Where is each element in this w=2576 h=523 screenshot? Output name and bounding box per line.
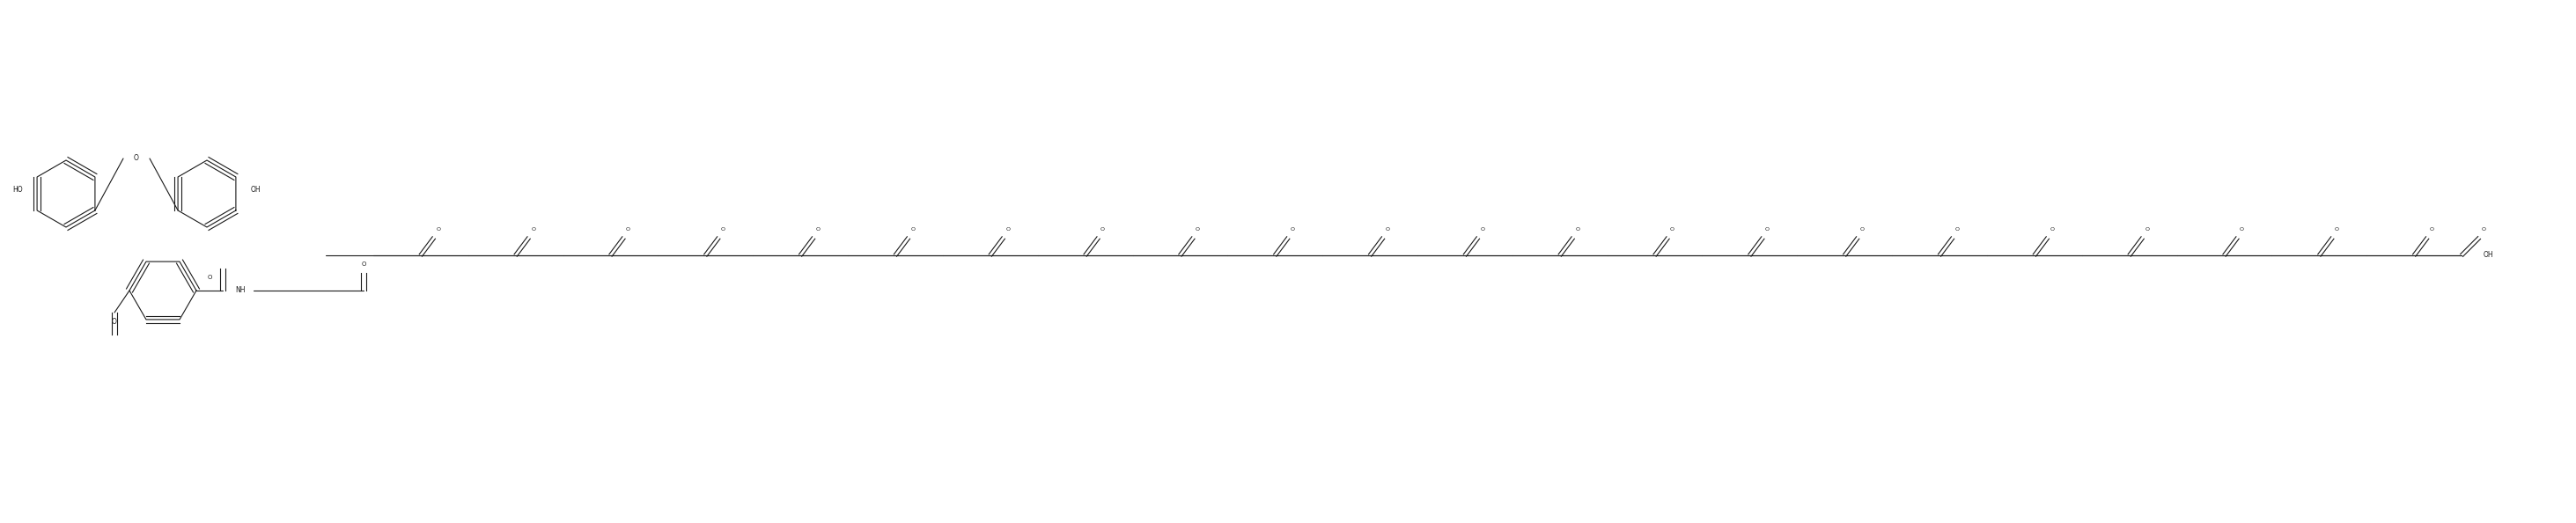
Text: O: O — [111, 317, 116, 325]
Text: O: O — [912, 227, 914, 231]
Text: O: O — [1005, 227, 1010, 231]
Text: O: O — [2334, 227, 2339, 231]
Text: O: O — [531, 227, 536, 231]
Text: O: O — [2239, 227, 2244, 231]
Text: O: O — [1669, 227, 1674, 231]
Text: O: O — [626, 227, 631, 231]
Text: OH: OH — [250, 185, 260, 194]
Text: O: O — [1291, 227, 1296, 231]
Text: O: O — [1386, 227, 1391, 231]
Text: O: O — [817, 227, 819, 231]
Text: O: O — [435, 227, 440, 231]
Text: O: O — [1955, 227, 1960, 231]
Text: OH: OH — [2483, 252, 2494, 259]
Text: HO: HO — [13, 185, 23, 194]
Text: O: O — [2481, 227, 2486, 231]
Text: O: O — [361, 262, 366, 267]
Text: O: O — [2146, 227, 2148, 231]
Text: O: O — [2429, 227, 2434, 231]
Text: O: O — [2050, 227, 2053, 231]
Text: NH: NH — [234, 287, 245, 294]
Text: O: O — [134, 154, 139, 163]
Text: O: O — [206, 275, 211, 280]
Text: O: O — [1765, 227, 1770, 231]
Text: O: O — [1860, 227, 1865, 231]
Text: O: O — [1195, 227, 1200, 231]
Text: O: O — [1100, 227, 1105, 231]
Text: O: O — [721, 227, 726, 231]
Text: O: O — [1574, 227, 1579, 231]
Text: O: O — [1481, 227, 1484, 231]
